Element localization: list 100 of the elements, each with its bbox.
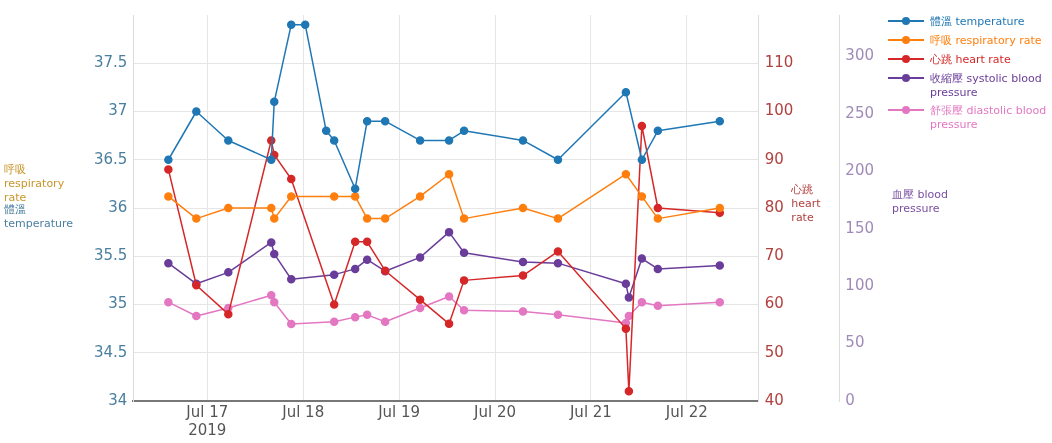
point bbox=[444, 319, 454, 329]
point bbox=[553, 310, 563, 320]
point bbox=[164, 258, 173, 268]
point bbox=[415, 136, 425, 145]
point bbox=[715, 203, 725, 213]
y-tick-label: 35 bbox=[108, 294, 128, 313]
y3-tick-label: 50 bbox=[845, 333, 865, 352]
point bbox=[624, 293, 634, 302]
point bbox=[715, 297, 725, 307]
x-tick-label: Jul 21 bbox=[568, 402, 612, 421]
point bbox=[267, 238, 276, 247]
point bbox=[192, 107, 201, 116]
point bbox=[286, 274, 296, 284]
y2-tick-label: 70 bbox=[764, 246, 784, 265]
text: 呼吸 respiratory rate bbox=[4, 163, 66, 204]
legend-label: 體溫 temperature bbox=[930, 14, 1026, 29]
point bbox=[553, 247, 563, 256]
y-tick-label: 37.5 bbox=[93, 53, 128, 72]
point bbox=[415, 303, 425, 313]
point bbox=[362, 116, 372, 126]
y-tick-label: 34 bbox=[108, 390, 128, 409]
point bbox=[518, 307, 528, 316]
point bbox=[637, 297, 647, 307]
point bbox=[444, 169, 454, 179]
y3-tick-label: 250 bbox=[845, 103, 875, 122]
point bbox=[286, 192, 296, 201]
point bbox=[715, 116, 725, 126]
point bbox=[224, 136, 233, 145]
y3-tick-label: 200 bbox=[845, 161, 875, 180]
point bbox=[380, 214, 390, 223]
y2-tick-label: 100 bbox=[764, 101, 794, 120]
y2-tick-label: 80 bbox=[764, 197, 784, 216]
point bbox=[192, 311, 201, 321]
point bbox=[653, 301, 663, 310]
point bbox=[270, 97, 279, 107]
point bbox=[415, 192, 425, 201]
point bbox=[380, 116, 390, 126]
point bbox=[553, 155, 563, 164]
point bbox=[362, 310, 372, 320]
x-tick-label: Jul 20 bbox=[473, 402, 516, 421]
point bbox=[415, 253, 425, 262]
point bbox=[637, 155, 647, 164]
point bbox=[350, 312, 360, 322]
point bbox=[653, 214, 663, 223]
point bbox=[164, 155, 173, 164]
point bbox=[380, 317, 390, 326]
point bbox=[444, 292, 454, 301]
point bbox=[270, 297, 279, 307]
y2-tick-label: 50 bbox=[764, 342, 784, 361]
point bbox=[329, 317, 339, 326]
point bbox=[653, 203, 663, 213]
point bbox=[459, 276, 469, 285]
point bbox=[715, 261, 725, 270]
point bbox=[224, 268, 233, 277]
point bbox=[637, 192, 647, 201]
legend-label: 舒張壓 diastolic blood pressure bbox=[930, 103, 1048, 131]
y-axis-title: 體溫 temperature bbox=[4, 203, 75, 231]
point bbox=[286, 319, 296, 329]
y2-tick-label: 60 bbox=[764, 294, 784, 313]
legend-label: 呼吸 respiratory rate bbox=[930, 33, 1043, 48]
point bbox=[444, 136, 454, 145]
point bbox=[192, 214, 201, 223]
point bbox=[270, 249, 279, 259]
point bbox=[350, 192, 360, 201]
point bbox=[624, 387, 634, 396]
y3-tick-label: 300 bbox=[845, 46, 875, 65]
y-tick-label: 36 bbox=[108, 197, 128, 216]
point bbox=[518, 136, 528, 145]
point bbox=[267, 291, 276, 300]
point bbox=[329, 270, 339, 279]
point bbox=[444, 227, 454, 237]
y2-axis-title: 心跳 heart rate bbox=[791, 183, 822, 225]
y2-tick-label: 90 bbox=[764, 149, 784, 168]
point bbox=[621, 279, 631, 289]
point bbox=[267, 203, 276, 213]
point bbox=[224, 203, 233, 213]
point bbox=[553, 258, 563, 268]
point bbox=[286, 20, 296, 29]
y3-axis-title: 血壓 blood pressure bbox=[892, 188, 949, 216]
point bbox=[621, 87, 631, 97]
point bbox=[350, 184, 360, 193]
legend-label: 收縮壓 systolic blood pressure bbox=[930, 71, 1043, 99]
point bbox=[321, 126, 331, 136]
x-tick-label: Jul 19 bbox=[377, 402, 421, 421]
point bbox=[459, 214, 469, 223]
point bbox=[518, 203, 528, 213]
point bbox=[459, 126, 469, 136]
point bbox=[362, 214, 372, 223]
y-tick-label: 35.5 bbox=[93, 246, 128, 265]
y-tick-label: 36.5 bbox=[93, 149, 128, 168]
point bbox=[350, 237, 360, 247]
y3-tick-label: 0 bbox=[845, 390, 855, 409]
point bbox=[459, 305, 469, 315]
point bbox=[362, 237, 372, 247]
legend-label: 心跳 heart rate bbox=[930, 52, 1012, 67]
y-tick-label: 34.5 bbox=[93, 342, 128, 361]
point bbox=[518, 257, 528, 267]
point bbox=[621, 169, 631, 179]
point bbox=[362, 255, 372, 264]
point bbox=[300, 20, 310, 29]
